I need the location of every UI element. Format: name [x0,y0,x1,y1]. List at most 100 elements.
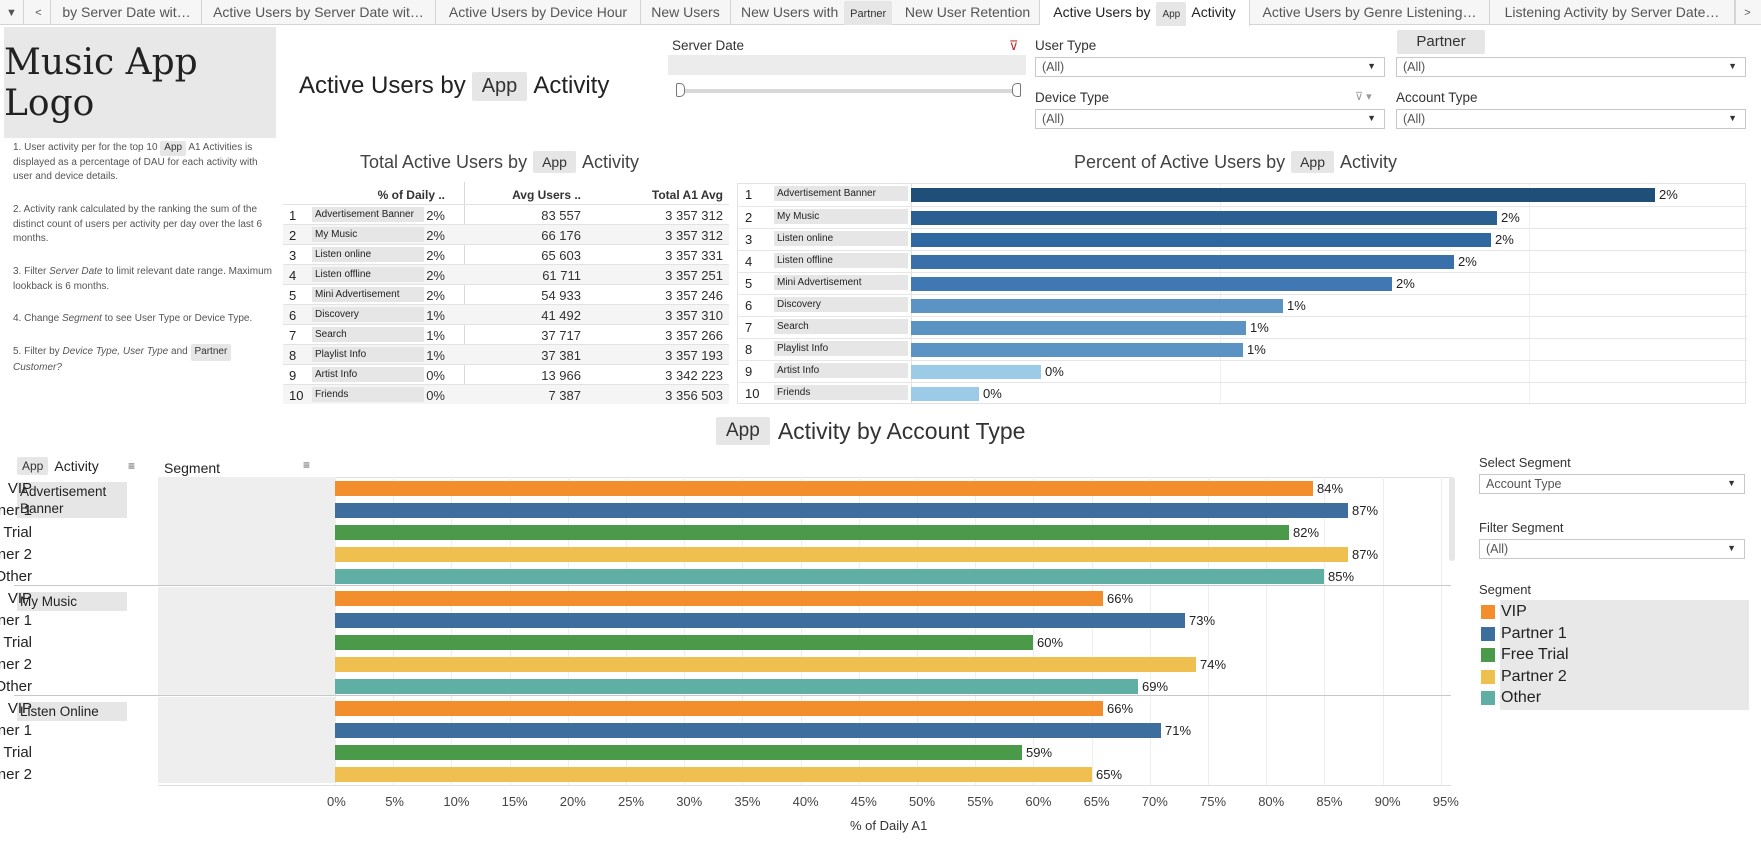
percent-bar[interactable] [911,211,1497,225]
table-activity[interactable]: Artist Info [312,367,424,382]
table-header-pct[interactable]: % of Daily .. [377,188,445,202]
account-chart-scrollbar[interactable] [1449,477,1455,561]
percent-bar[interactable] [911,233,1491,247]
account-bar[interactable] [335,635,1033,650]
tab-next-icon[interactable]: > [1735,0,1759,25]
server-date-slider-start-handle[interactable] [676,83,685,97]
account-activity-label[interactable]: Advertisement Banner [17,482,127,518]
tab-new-users-with-partner[interactable]: New Users with Partner [731,0,1041,25]
table-activity[interactable]: My Music [312,227,424,242]
percent-bar[interactable] [911,343,1243,357]
tab-active-users-by-app-activity[interactable]: Active Users by App Activity [1040,0,1250,26]
tab-new-users[interactable]: New Users [641,0,731,25]
server-date-slider-track[interactable] [680,89,1018,93]
table-avg: 83 557 [541,208,581,223]
note-5-mid: and [171,346,188,357]
table-activity[interactable]: Listen online [312,247,424,262]
tab-menu-icon[interactable]: ▼ [0,0,24,25]
table-header-avg[interactable]: Avg Users .. [512,188,581,202]
account-segment-label: Other [0,568,32,585]
account-chart-gridline [1091,477,1093,785]
table-activity[interactable]: Advertisement Banner [312,207,424,222]
account-bar[interactable] [335,503,1348,518]
percent-bar[interactable] [911,299,1283,313]
chevron-down-icon: ▼ [1728,113,1737,123]
account-chart-gridline [858,477,860,785]
percent-chart-category[interactable]: My Music [774,209,908,224]
tab-active-users-by-genre[interactable]: Active Users by Genre Listening… [1250,0,1490,25]
account-bar[interactable] [335,547,1348,562]
table-activity[interactable]: Mini Advertisement [312,287,424,302]
tab-active-label-pre: Active Users by [1053,4,1151,20]
tab-active-users-by-device-hour[interactable]: Active Users by Device Hour [436,0,641,25]
user-type-dropdown[interactable]: (All) ▼ [1035,57,1385,77]
account-bar[interactable] [335,525,1289,540]
account-type-dropdown[interactable]: (All) ▼ [1396,109,1746,129]
server-date-slider-end-handle[interactable] [1012,83,1021,97]
table-activity[interactable]: Playlist Info [312,347,424,362]
partner-dropdown[interactable]: (All) ▼ [1396,57,1746,77]
table-activity[interactable]: Search [312,327,424,342]
percent-bar[interactable] [911,321,1246,335]
bottom-activity-header[interactable]: App Activity [17,456,99,476]
select-segment-dropdown[interactable]: Account Type ▼ [1479,474,1745,494]
tab-active-users-by-server-date-2[interactable]: Active Users by Server Date wit… [202,0,436,25]
account-chart-x-tick: 50% [909,794,936,809]
legend-item[interactable]: Free Trial [1481,645,1569,665]
account-bar[interactable] [335,481,1313,496]
account-bar[interactable] [335,679,1138,694]
table-activity[interactable]: Discovery [312,307,424,322]
percent-chart-category[interactable]: Listen offline [774,253,908,268]
table-activity[interactable]: Friends [312,387,424,402]
tab-active-users-by-server-date-1[interactable]: by Server Date wit… [52,0,202,25]
account-activity-label[interactable]: Listen Online [17,702,127,721]
percent-chart-category[interactable]: Listen online [774,231,908,246]
percent-chart-rank: 2 [745,210,753,225]
legend-item[interactable]: Other [1481,688,1541,708]
account-bar[interactable] [335,767,1092,782]
account-bar[interactable] [335,701,1103,716]
legend-item[interactable]: Partner 2 [1481,667,1567,687]
legend-label: Free Trial [1501,646,1569,663]
percent-chart-category[interactable]: Search [774,319,908,334]
account-bar[interactable] [335,723,1161,738]
device-type-dropdown[interactable]: (All) ▼ [1035,109,1385,129]
table-total: 3 357 312 [665,228,723,243]
account-bar[interactable] [335,569,1324,584]
device-type-filter-icon[interactable]: ⊽ ▾ [1355,91,1372,103]
sort-segment-icon[interactable]: ≡ [303,458,311,472]
filter-segment-dropdown[interactable]: (All) ▼ [1479,539,1745,559]
percent-chart-category[interactable]: Advertisement Banner [774,186,908,201]
tab-listening-activity[interactable]: Listening Activity by Server Date… [1490,0,1735,25]
percent-bar[interactable] [911,188,1655,202]
legend-item[interactable]: VIP [1481,602,1527,622]
account-bar[interactable] [335,657,1196,672]
bottom-segment-header[interactable]: Segment [164,460,221,476]
sort-activity-icon[interactable]: ≡ [128,459,136,473]
account-chart-gridline [975,477,977,785]
account-bar[interactable] [335,613,1185,628]
table-total: 3 342 223 [665,368,723,383]
legend-item[interactable]: Partner 1 [1481,624,1567,644]
clear-filter-icon[interactable]: ⊽ [1009,38,1019,53]
percent-chart-row: 8 Playlist Info 1% [738,338,1747,360]
percent-chart-category[interactable]: Playlist Info [774,341,908,356]
account-activity-label[interactable]: My Music [17,592,127,611]
tab-new-user-retention[interactable]: New User Retention [896,0,1040,25]
account-bar[interactable] [335,745,1022,760]
tab-prev-icon[interactable]: < [27,0,51,25]
percent-bar[interactable] [911,277,1392,291]
percent-bar-label: 2% [1659,187,1678,202]
table-divider [464,182,465,404]
table-activity[interactable]: Listen offline [312,267,424,282]
percent-chart-category[interactable]: Artist Info [774,363,908,378]
percent-chart-category[interactable]: Discovery [774,297,908,312]
percent-bar[interactable] [911,387,979,401]
table-header-total[interactable]: Total A1 Avg [651,188,723,202]
percent-bar[interactable] [911,365,1041,379]
note-3-post: to limit relevant date range. Maximum lo… [13,266,272,292]
account-bar[interactable] [335,591,1103,606]
percent-chart-category[interactable]: Friends [774,385,908,400]
percent-bar[interactable] [911,255,1454,269]
percent-chart-category[interactable]: Mini Advertisement [774,275,908,290]
